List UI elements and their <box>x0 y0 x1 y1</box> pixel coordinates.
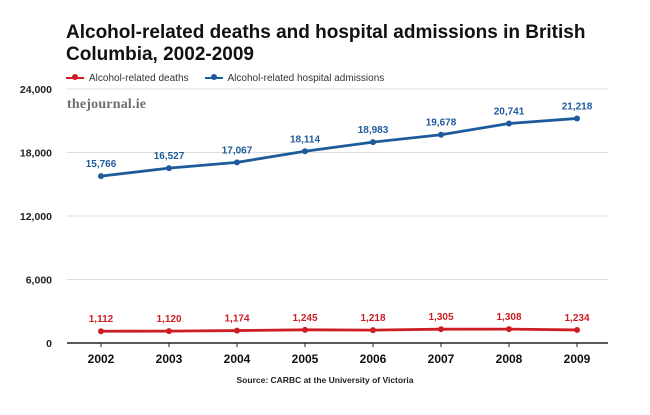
deaths-data-label: 1,174 <box>224 314 249 325</box>
legend-item-deaths: Alcohol-related deaths <box>66 73 189 84</box>
x-tick-label: 2008 <box>496 352 523 366</box>
x-tick-label: 2009 <box>564 352 591 366</box>
admissions-data-point <box>302 148 308 155</box>
deaths-series-line <box>100 327 578 333</box>
legend-label-deaths: Alcohol-related deaths <box>89 72 189 84</box>
chart-legend: Alcohol-related deaths Alcohol-related h… <box>66 71 400 85</box>
legend-item-admissions: Alcohol-related hospital admissions <box>204 72 385 84</box>
deaths-data-point <box>166 328 172 335</box>
deaths-data-point <box>574 326 580 333</box>
x-tick-label: 2005 <box>292 352 319 366</box>
admissions-series-line <box>100 117 578 178</box>
x-tick-label: 2003 <box>156 352 183 366</box>
x-tick-label: 2007 <box>428 352 455 366</box>
legend-swatch-admissions <box>204 74 223 80</box>
admissions-data-label: 18,983 <box>358 125 389 136</box>
legend-swatch-deaths <box>66 74 84 80</box>
admissions-data-point <box>506 120 512 127</box>
deaths-data-label: 1,308 <box>496 312 521 323</box>
deaths-data-point <box>302 326 308 333</box>
watermark-logo: thejournal.ie <box>67 97 147 112</box>
deaths-data-label: 1,112 <box>89 314 114 325</box>
x-tick-label: 2002 <box>88 352 115 366</box>
admissions-data-point <box>574 115 580 122</box>
deaths-data-point <box>98 328 104 335</box>
y-tick-label: 24,000 <box>20 84 52 96</box>
y-tick-label: 0 <box>46 338 52 350</box>
deaths-data-point <box>438 326 444 333</box>
y-tick-label: 18,000 <box>20 148 52 160</box>
deaths-data-point <box>234 327 240 334</box>
admissions-data-label: 19,678 <box>426 118 457 129</box>
source-note: Source: CARBC at the University of Victo… <box>236 375 414 385</box>
admissions-data-label: 20,741 <box>494 106 525 117</box>
admissions-data-label: 18,114 <box>290 134 320 145</box>
admissions-data-label: 21,218 <box>562 101 593 112</box>
admissions-data-point <box>166 165 172 172</box>
deaths-data-label: 1,305 <box>428 312 453 323</box>
admissions-data-point <box>234 159 240 166</box>
legend-label-admissions: Alcohol-related hospital admissions <box>227 72 385 84</box>
admissions-data-point <box>438 131 444 138</box>
y-tick-label: 12,000 <box>20 211 52 223</box>
deaths-data-point <box>506 326 512 333</box>
deaths-data-point <box>370 327 376 334</box>
admissions-data-label: 17,067 <box>222 145 253 156</box>
deaths-data-label: 1,245 <box>292 313 317 324</box>
admissions-data-point <box>98 173 104 180</box>
x-tick-label: 2004 <box>224 352 251 366</box>
admissions-data-label: 15,766 <box>86 159 117 170</box>
admissions-data-label: 16,527 <box>154 151 185 162</box>
x-tick-label: 2006 <box>360 352 387 366</box>
chart-title: Alcohol-related deaths and hospital admi… <box>66 22 586 65</box>
y-tick-label: 6,000 <box>26 275 52 287</box>
admissions-data-point <box>370 139 376 146</box>
deaths-data-label: 1,218 <box>360 313 385 324</box>
deaths-data-label: 1,234 <box>564 313 589 324</box>
deaths-data-label: 1,120 <box>156 314 181 325</box>
